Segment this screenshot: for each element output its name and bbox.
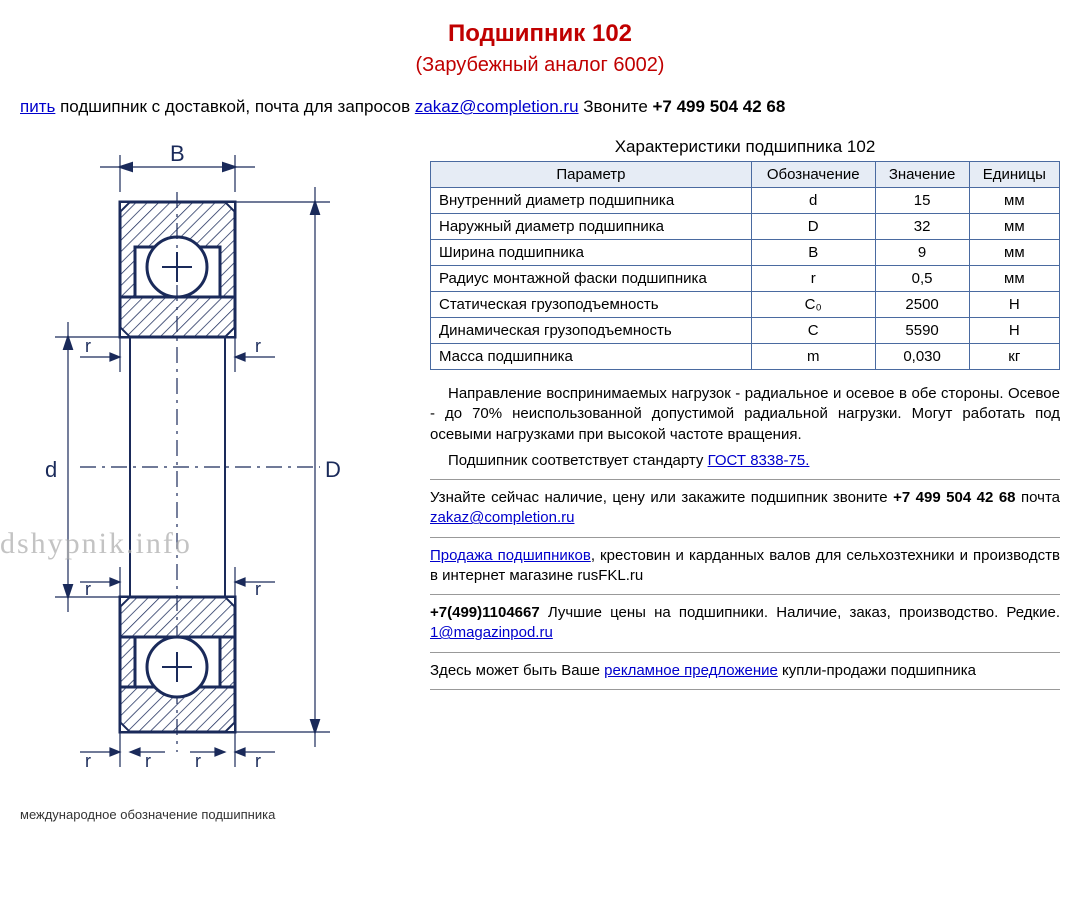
cell-sym: d	[751, 188, 875, 214]
cell-unit: мм	[969, 214, 1059, 240]
cell-sym: D	[751, 214, 875, 240]
cell-val: 9	[875, 240, 969, 266]
bearing-diagram: B	[20, 137, 420, 777]
page-subtitle: (Зарубежный аналог 6002)	[20, 54, 1060, 77]
svg-text:r: r	[255, 336, 261, 356]
cell-sym: C	[751, 318, 875, 344]
cell-param: Наружный диаметр подшипника	[431, 214, 752, 240]
gost-link[interactable]: ГОСТ 8338-75.	[708, 452, 810, 469]
email2-link[interactable]: 1@magazinpod.ru	[430, 624, 553, 641]
buy-link[interactable]: пить	[20, 97, 55, 116]
ad-link[interactable]: рекламное предложение	[604, 662, 778, 679]
intro-phone: +7 499 504 42 68	[653, 97, 786, 116]
table-row: Масса подшипника m 0,030 кг	[431, 344, 1060, 370]
cell-unit: кг	[969, 344, 1059, 370]
cell-unit: мм	[969, 188, 1059, 214]
cell-param: Статическая грузоподъемность	[431, 292, 752, 318]
content-panel: Характеристики подшипника 102 Параметр О…	[430, 137, 1060, 698]
table-row: Ширина подшипника B 9 мм	[431, 240, 1060, 266]
cell-param: Радиус монтажной фаски подшипника	[431, 266, 752, 292]
svg-text:r: r	[195, 751, 201, 771]
table-row: Внутренний диаметр подшипника d 15 мм	[431, 188, 1060, 214]
svg-text:r: r	[85, 579, 91, 599]
footer-cut: международное обозначение подшипника	[20, 807, 1060, 822]
table-row: Динамическая грузоподъемность C 5590 Н	[431, 318, 1060, 344]
separator	[430, 652, 1060, 653]
svg-text:r: r	[85, 751, 91, 771]
desc-p6: Здесь может быть Ваше рекламное предложе…	[430, 661, 1060, 681]
intro-email-link[interactable]: zakaz@completion.ru	[415, 97, 579, 116]
phone2: +7(499)1104667	[430, 604, 540, 621]
cell-val: 15	[875, 188, 969, 214]
desc-p4: Продажа подшипников, крестовин и карданн…	[430, 546, 1060, 587]
table-caption: Характеристики подшипника 102	[430, 137, 1060, 157]
cell-val: 2500	[875, 292, 969, 318]
intro-line: пить подшипник с доставкой, почта для за…	[20, 97, 1060, 117]
th-param: Параметр	[431, 162, 752, 188]
th-val: Значение	[875, 162, 969, 188]
desc-p5: +7(499)1104667 Лучшие цены на подшипники…	[430, 603, 1060, 644]
separator	[430, 479, 1060, 480]
desc-p1: Направление воспринимаемых нагрузок - ра…	[430, 384, 1060, 445]
th-sym: Обозначение	[751, 162, 875, 188]
phone: +7 499 504 42 68	[893, 489, 1015, 506]
separator	[430, 689, 1060, 690]
cell-val: 0,030	[875, 344, 969, 370]
desc-p3: Узнайте сейчас наличие, цену или закажит…	[430, 488, 1060, 529]
description-block: Направление воспринимаемых нагрузок - ра…	[430, 384, 1060, 690]
svg-text:r: r	[145, 751, 151, 771]
svg-text:B: B	[170, 141, 185, 166]
watermark: dshypnik.info	[0, 527, 192, 561]
sale-link[interactable]: Продажа подшипников	[430, 547, 591, 564]
cell-sym: r	[751, 266, 875, 292]
cell-param: Динамическая грузоподъемность	[431, 318, 752, 344]
svg-text:r: r	[255, 751, 261, 771]
cell-param: Масса подшипника	[431, 344, 752, 370]
diagram-panel: dshypnik.info B	[20, 137, 420, 777]
cell-param: Ширина подшипника	[431, 240, 752, 266]
intro-text2: Звоните	[579, 97, 653, 116]
svg-text:d: d	[45, 457, 57, 482]
page-title: Подшипник 102	[20, 20, 1060, 48]
spec-table: Параметр Обозначение Значение Единицы Вн…	[430, 161, 1060, 370]
email-link[interactable]: zakaz@completion.ru	[430, 509, 574, 526]
cell-sym: m	[751, 344, 875, 370]
table-row: Наружный диаметр подшипника D 32 мм	[431, 214, 1060, 240]
cell-val: 0,5	[875, 266, 969, 292]
table-row: Статическая грузоподъемность C₀ 2500 Н	[431, 292, 1060, 318]
cell-val: 32	[875, 214, 969, 240]
svg-text:D: D	[325, 457, 341, 482]
desc-p2: Подшипник соответствует стандарту ГОСТ 8…	[430, 451, 1060, 471]
svg-text:r: r	[85, 336, 91, 356]
cell-unit: Н	[969, 292, 1059, 318]
cell-unit: Н	[969, 318, 1059, 344]
cell-unit: мм	[969, 266, 1059, 292]
intro-text1: подшипник с доставкой, почта для запросо…	[55, 97, 414, 116]
cell-sym: C₀	[751, 292, 875, 318]
cell-unit: мм	[969, 240, 1059, 266]
cell-sym: B	[751, 240, 875, 266]
separator	[430, 537, 1060, 538]
th-unit: Единицы	[969, 162, 1059, 188]
cell-param: Внутренний диаметр подшипника	[431, 188, 752, 214]
svg-text:r: r	[255, 579, 261, 599]
separator	[430, 594, 1060, 595]
cell-val: 5590	[875, 318, 969, 344]
table-row: Радиус монтажной фаски подшипника r 0,5 …	[431, 266, 1060, 292]
